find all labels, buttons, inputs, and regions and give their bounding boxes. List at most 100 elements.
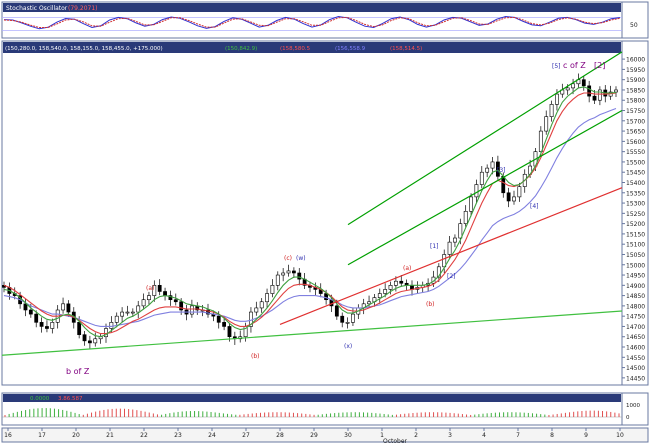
candle-down (495, 161, 500, 177)
stochastic-title: Stochastic Oscillator (6, 5, 68, 12)
candle-down (163, 291, 167, 296)
price-tick-label: 15050 (626, 252, 645, 259)
wave-label: c of Z (563, 61, 586, 70)
candle-down (173, 299, 178, 303)
price-tick-label: 15800 (626, 98, 645, 105)
candle-down (501, 176, 506, 194)
stochastic-tick-label: 50 (630, 22, 638, 29)
date-tick-label: 10 (616, 432, 624, 439)
trend-line (279, 187, 623, 325)
stochastic-series-line (3, 16, 621, 28)
price-tick-label: 15150 (626, 231, 645, 238)
wave-label: (c) (284, 255, 292, 262)
candle-up (393, 280, 398, 286)
candle-down (334, 305, 339, 317)
candle-up (141, 299, 146, 307)
moving-average-line (3, 92, 617, 335)
price-tick-label: 15300 (626, 201, 645, 208)
candle-down (227, 326, 232, 338)
price-header-value: (156,558.9 (335, 46, 366, 52)
candle-up (130, 311, 135, 314)
candle-up (490, 161, 495, 169)
candle-down (77, 322, 82, 335)
wave-label: (a) (403, 265, 411, 272)
price-tick-label: 15450 (626, 170, 645, 177)
candle-down (216, 315, 221, 323)
candle-up (270, 285, 275, 294)
candle-down (291, 270, 296, 274)
price-tick-label: 14900 (626, 283, 645, 290)
price-tick-label: 14500 (626, 365, 645, 372)
price-tick-label: 15650 (626, 129, 645, 136)
histogram-tick-label: 0 (626, 415, 630, 421)
price-tick-label: 15550 (626, 149, 645, 156)
candle-up (259, 301, 264, 309)
price-tick-label: 15850 (626, 87, 645, 94)
candle-down (82, 334, 87, 342)
price-tick-label: 15700 (626, 118, 645, 125)
price-tick-label: 16000 (626, 57, 645, 64)
date-tick-label: 4 (482, 432, 486, 439)
candle-up (436, 266, 441, 278)
candle-up (377, 293, 382, 298)
price-tick-label: 15950 (626, 67, 645, 74)
candle-down (222, 322, 227, 327)
candle-down (157, 285, 162, 292)
price-tick-label: 14650 (626, 334, 645, 341)
candle-up (254, 307, 259, 313)
trend-line (347, 51, 623, 226)
price-tick-label: 14450 (626, 375, 645, 382)
date-tick-label: 17 (38, 432, 46, 439)
wave-label: (b) (251, 353, 260, 360)
candle-up (50, 322, 55, 329)
price-tick-label: 14700 (626, 324, 645, 331)
price-tick-label: 15250 (626, 211, 645, 218)
date-tick-label: 7 (516, 432, 520, 439)
price-tick-label: 15200 (626, 221, 645, 228)
candle-up (447, 241, 452, 255)
moving-average-line (3, 107, 617, 327)
date-tick-label: 24 (208, 432, 216, 439)
candle-up (345, 322, 350, 324)
histogram-header-value: 3.86.587 (58, 396, 83, 402)
wave-label: (x) (344, 343, 352, 350)
candle-down (506, 192, 511, 202)
price-tick-label: 14800 (626, 303, 645, 310)
price-tick-label: 15350 (626, 190, 645, 197)
candle-up (136, 305, 141, 313)
candle-up (147, 295, 151, 301)
histogram-tick-label: 1000 (626, 403, 640, 409)
candle-up (120, 311, 125, 317)
price-tick-label: 15400 (626, 180, 645, 187)
date-tick-label: 16 (4, 432, 12, 439)
candle-up (474, 184, 479, 198)
candle-up (538, 130, 543, 152)
histogram-header-bar (3, 394, 621, 402)
date-axis-panel (1, 427, 649, 443)
candle-down (206, 309, 210, 315)
candle-down (39, 322, 44, 327)
price-tick-label: 15900 (626, 77, 645, 84)
wave-label: [5] (552, 63, 561, 70)
stochastic-title-bar (3, 3, 621, 12)
price-header-value: (150,842.9) (225, 46, 257, 52)
wave-label: [4] (530, 203, 539, 210)
date-tick-label: 2 (414, 432, 418, 439)
candle-down (28, 309, 33, 315)
candle-down (179, 301, 184, 311)
wave-label: (w) (296, 255, 306, 262)
candle-down (66, 303, 71, 313)
candle-up (93, 338, 98, 344)
candle-up (104, 328, 108, 338)
date-tick-label: 29 (310, 432, 318, 439)
candle-up (189, 305, 194, 315)
candle-up (517, 186, 522, 198)
wave-label: [1] (430, 243, 439, 250)
candle-up (549, 104, 554, 117)
candle-up (571, 83, 575, 89)
candle-up (614, 89, 618, 93)
date-tick-label: 9 (584, 432, 588, 439)
wave-label: b of Z (66, 367, 90, 376)
candle-up (388, 285, 393, 290)
price-tick-label: 14600 (626, 345, 645, 352)
